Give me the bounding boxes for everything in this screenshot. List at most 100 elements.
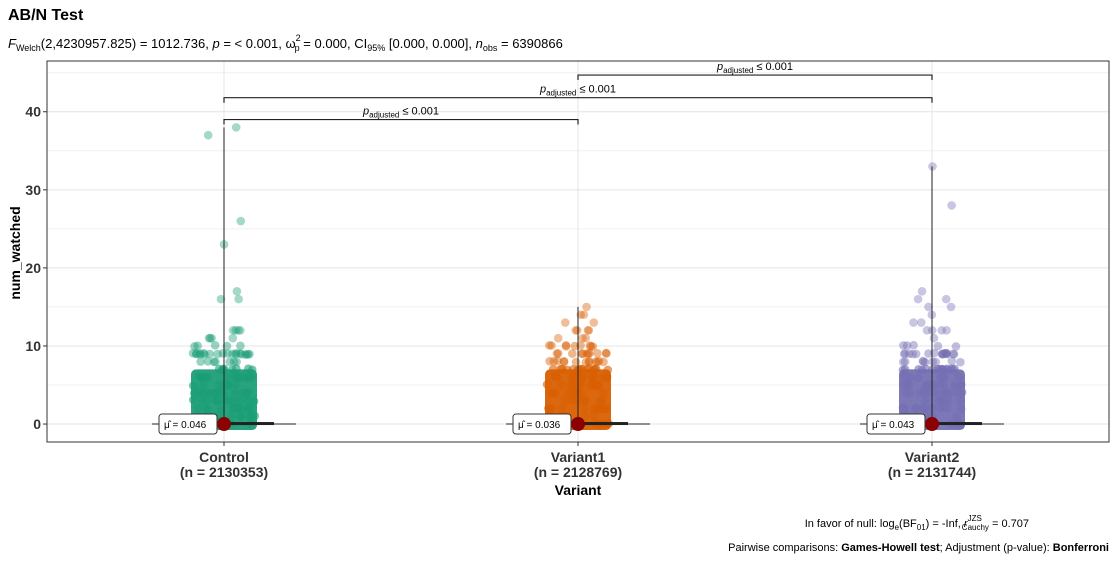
plot-panel: 0 10 20 30 40 μ̂ = 0.046 Control(n = 2130353) μ… [25,60,1110,480]
mean-point [217,417,231,432]
data-point [190,388,199,398]
outlier-point [236,326,245,335]
caption-bayes-factor: In favor of null: loge(BF01) = -Inf, rJZ… [805,514,1029,532]
data-point [213,388,222,397]
data-point [218,349,228,358]
outlier-point [571,326,580,335]
data-point [195,349,205,359]
data-point [242,350,251,359]
data-point [552,349,562,358]
data-point [928,357,938,367]
data-point [603,365,613,375]
data-point [195,349,205,358]
outlier-point [946,302,956,312]
outlier-point [204,333,214,343]
data-point [939,348,949,358]
outlier-point [228,333,238,343]
data-point [236,341,245,351]
data-point [575,396,584,406]
data-point [229,404,239,413]
caption-bf-r-sup: JZS [968,514,982,523]
group-control: μ̂ = 0.046 [152,123,296,435]
mean-value: = 0.046 [170,420,207,431]
x-tick-n-label: (n = 2130353) [180,464,268,480]
data-point [243,350,253,359]
data-point [938,349,948,359]
data-point [559,356,569,366]
x-tick-n-label: (n = 2128769) [534,464,622,480]
data-point [561,342,571,351]
data-point [899,341,908,350]
bracket-label: padjusted ≤ 0.001 [716,61,793,75]
bracket-p-sub: adjusted [369,111,399,120]
data-point [914,373,923,383]
caption-pairwise: Pairwise comparisons: Games-Howell test;… [728,542,1109,554]
outlier-point [576,310,586,320]
data-point [227,365,237,375]
data-point [585,357,594,367]
data-point [237,388,247,398]
data-point [942,349,951,359]
data-point [203,404,213,414]
subtitle-n: n [476,36,483,51]
subtitle-ci-text: [0.000, 0.000], [385,36,475,51]
data-point [225,396,234,405]
data-point [553,349,563,358]
data-point [202,373,212,382]
data-point [196,357,205,366]
mean-label: μ̂ = 0.036 [518,419,561,431]
bracket-p: p [362,106,369,118]
data-point [249,397,259,406]
bracket-line [223,118,579,125]
bracket-label: padjusted ≤ 0.001 [362,106,439,120]
caption-bf-r-sub: Cauchy [962,523,989,532]
data-point [231,349,240,359]
data-point [952,388,962,398]
subtitle-f: F [8,36,17,51]
data-point [956,396,965,406]
data-point [557,404,567,413]
comparison-bracket: padjusted ≤ 0.001 [577,61,933,81]
data-point [556,380,566,389]
data-point [545,341,554,350]
data-point [243,396,253,406]
subtitle-omega: ω [286,36,296,51]
data-point [188,348,198,358]
data-point [205,349,215,359]
data-point [214,364,224,374]
caption-bf-tail: = 0.707 [989,518,1029,530]
outlier-point [583,326,593,335]
data-point [899,380,909,390]
data-point [553,356,562,366]
data-point [194,372,204,381]
data-point [586,341,596,351]
outlier-point [941,294,951,304]
outlier-point [232,287,242,296]
data-point [941,388,950,398]
outlier-point [553,333,563,343]
y-tick-label: 10 [25,338,41,354]
subtitle-omega-text: = 0.000, CI [300,36,368,51]
data-point [911,349,921,359]
mean-label-box [866,413,926,435]
outlier-point [942,326,951,335]
data-point [222,341,232,351]
data-point [937,349,947,359]
mean-label: μ̂ = 0.043 [872,419,915,431]
outlier-point [584,326,594,335]
data-point [236,412,246,422]
data-point [200,350,209,359]
data-point [905,389,915,398]
outlier-point [231,326,240,335]
panel-border [46,60,1110,443]
outlier-point [922,326,932,335]
outlier-point [203,130,213,140]
data-point [594,356,604,366]
data-point [236,349,246,359]
data-point [552,372,562,382]
data-point [594,403,604,413]
caption-bf-r: r [964,518,969,530]
data-point [587,372,597,381]
data-point [956,357,965,367]
group-variant1: μ̂ = 0.036 [506,302,650,435]
